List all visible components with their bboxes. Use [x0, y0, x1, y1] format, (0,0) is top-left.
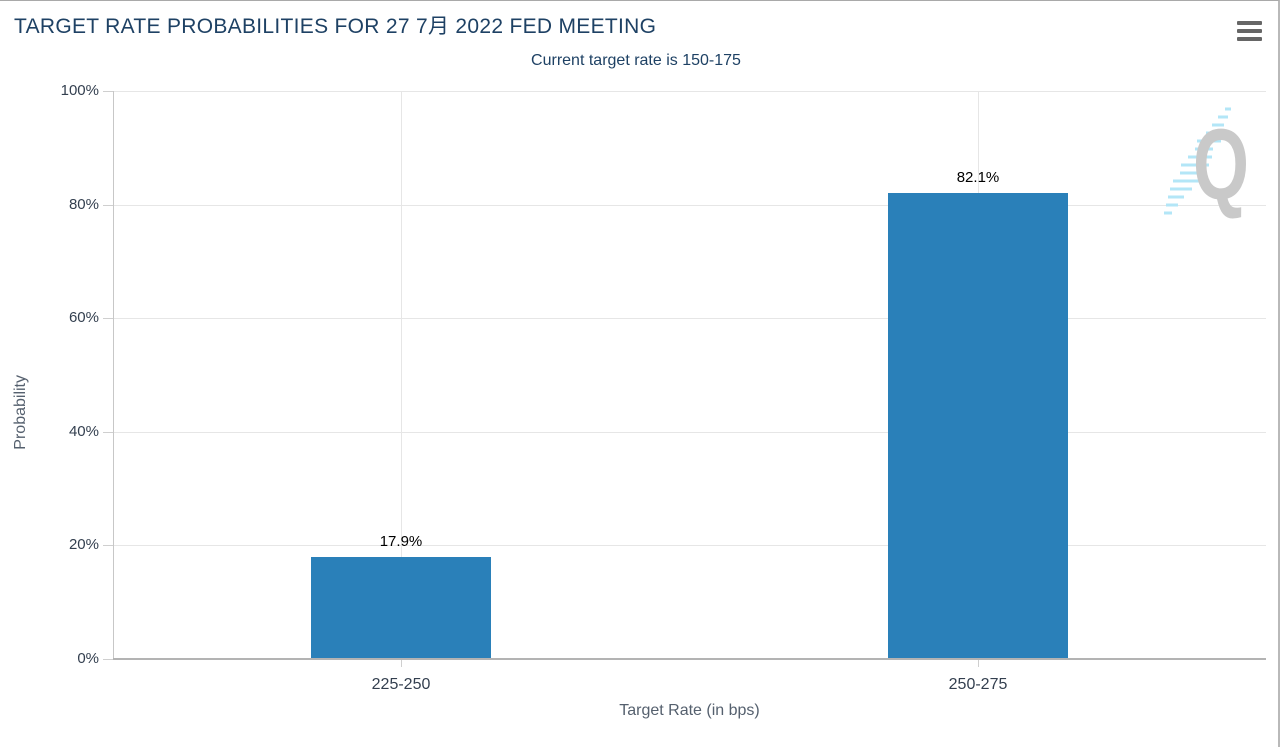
bar[interactable]: [888, 193, 1068, 659]
watermark-hatch-lines: [1164, 107, 1231, 215]
y-gridline: [113, 205, 1266, 206]
y-axis-line: [113, 91, 114, 659]
x-gridline: [401, 91, 402, 659]
bar[interactable]: [311, 557, 491, 659]
x-tick-label: 250-275: [948, 676, 1008, 693]
chart-context-menu-button[interactable]: [1237, 21, 1262, 41]
y-axis-tick: [103, 545, 113, 546]
y-gridline: [113, 318, 1266, 319]
bar-value-label: 17.9%: [379, 533, 423, 550]
hamburger-icon: [1237, 37, 1262, 41]
y-tick-label: 60%: [68, 309, 99, 326]
x-axis-line: [113, 658, 1266, 660]
y-tick-label: 40%: [68, 423, 99, 440]
y-gridline: [113, 91, 1266, 92]
watermark-q-letter: Q: [1193, 109, 1250, 221]
y-tick-label: 20%: [68, 536, 99, 553]
y-gridline: [113, 545, 1266, 546]
chart-title: TARGET RATE PROBABILITIES FOR 27 7月 2022…: [14, 15, 657, 38]
y-tick-label: 80%: [68, 196, 99, 213]
watermark-q-logo: Q: [1160, 97, 1265, 219]
y-tick-label: 0%: [77, 650, 99, 667]
hamburger-icon: [1237, 29, 1262, 33]
y-axis-tick: [103, 205, 113, 206]
x-axis-title: Target Rate (in bps): [619, 702, 760, 719]
y-tick-label: 100%: [60, 82, 99, 99]
y-axis-tick: [103, 318, 113, 319]
y-axis-tick: [103, 432, 113, 433]
x-axis-tick: [978, 660, 979, 667]
x-axis-tick: [401, 660, 402, 667]
y-gridline: [113, 432, 1266, 433]
y-axis-tick: [103, 659, 113, 660]
hamburger-icon: [1237, 21, 1262, 25]
x-tick-label: 225-250: [371, 676, 431, 693]
chart-subtitle: Current target rate is 150-175: [531, 52, 741, 69]
y-axis-tick: [103, 91, 113, 92]
bar-value-label: 82.1%: [956, 169, 1000, 186]
